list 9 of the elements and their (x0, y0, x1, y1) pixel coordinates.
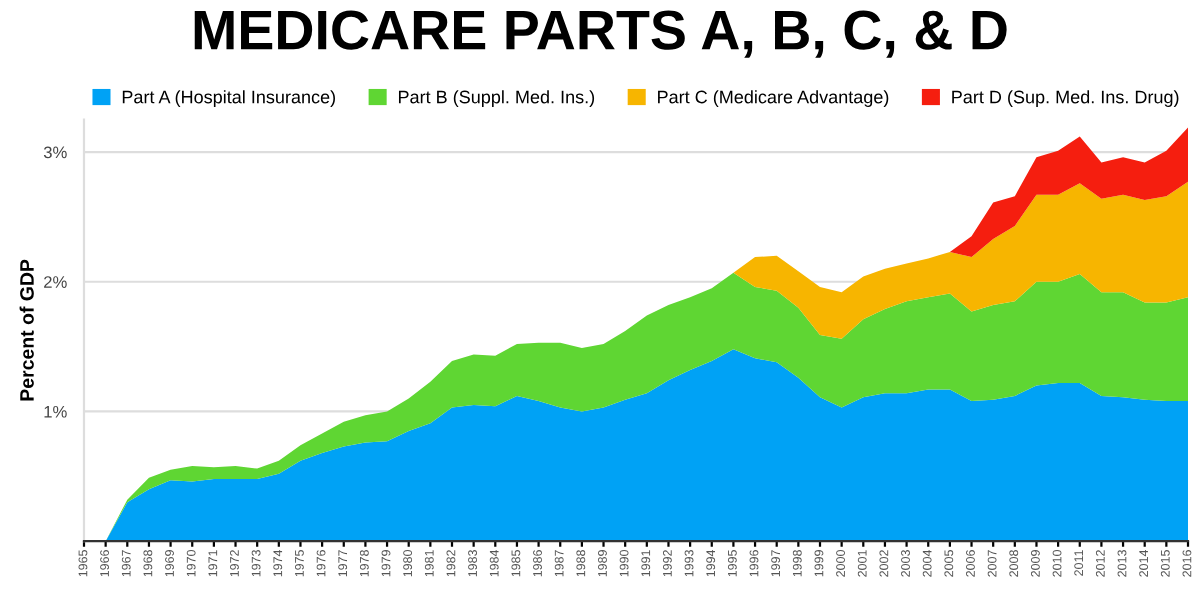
chart-title: MEDICARE PARTS A, B, C, & D (194, 10, 1007, 58)
y-axis-title: Percent of GDP (19, 259, 34, 401)
legend-label: Part D (Sup. Med. Ins. Drug) (952, 90, 1179, 107)
y-tick-label: 3% (43, 146, 67, 159)
legend-label: Part A (Hospital Insurance) (122, 90, 335, 107)
y-tick-label: 2% (44, 276, 67, 288)
y-tick-label: 1% (44, 405, 67, 418)
legend-label: Part B (Suppl. Med. Ins.) (398, 90, 595, 107)
legend-label: Part C (Medicare Advantage) (658, 90, 889, 107)
